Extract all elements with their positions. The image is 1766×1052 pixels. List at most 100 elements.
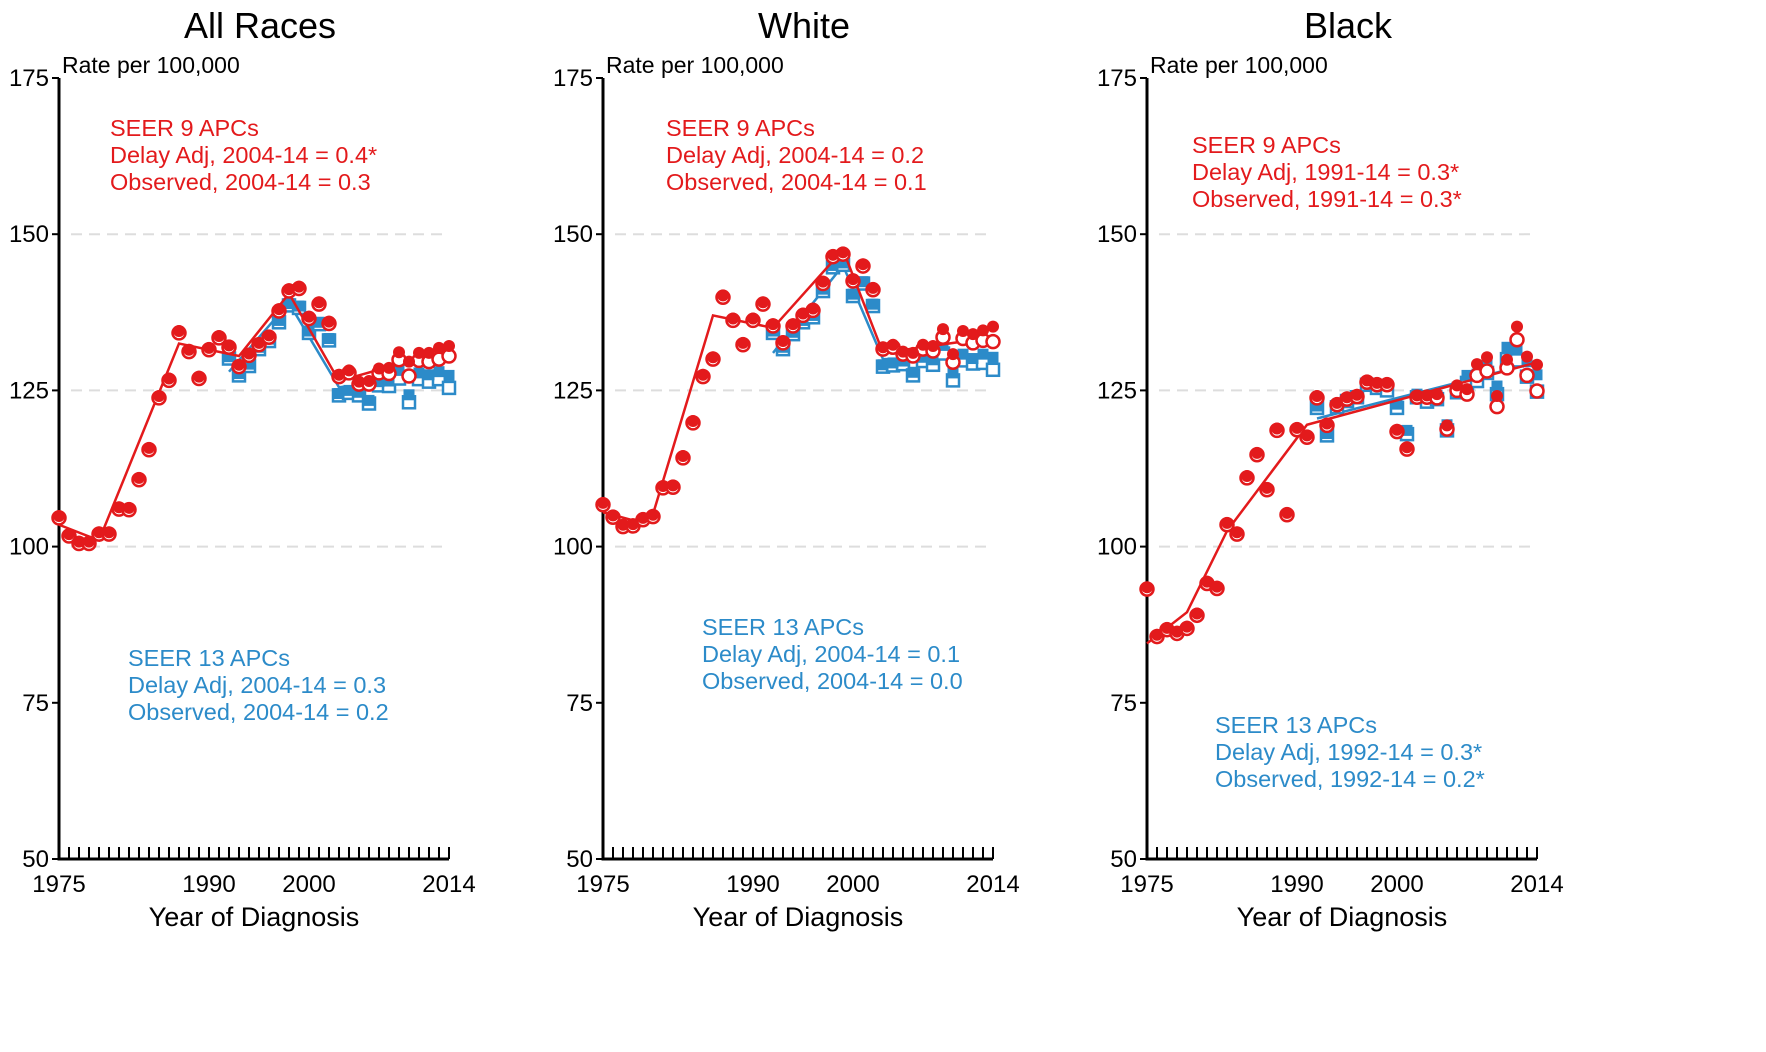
seer13-delay-adj-point <box>243 358 255 370</box>
seer13-delay-adj-point <box>393 364 405 376</box>
seer9-delay-adj-point <box>153 390 165 403</box>
seer9-observed-point <box>1479 363 1495 379</box>
seer13-delay-adj-point <box>1511 343 1523 355</box>
y-tick-label: 150 <box>9 221 49 248</box>
seer9-delay-adj-point <box>183 343 195 356</box>
seer9-delay-adj-point <box>897 345 909 358</box>
seer9-delay-adj-point <box>1451 379 1463 392</box>
seer13-delay-adj-point <box>333 388 345 400</box>
seer9-delay-adj-point <box>173 325 185 338</box>
seer9-delay-adj-point <box>607 509 619 522</box>
seer9-delay-adj-point <box>393 346 405 359</box>
seer9-delay-adj-point <box>1501 353 1513 366</box>
seer13-delay-adj-point <box>1501 341 1513 353</box>
seer13-delay-adj-point <box>423 369 435 381</box>
seer9-delay-adj-point <box>1531 358 1543 371</box>
x-axis-label: Year of Diagnosis <box>1237 902 1448 932</box>
x-tick-label: 1975 <box>1120 871 1173 898</box>
seer9-delay-adj-point <box>767 318 779 331</box>
seer9-delay-adj-point <box>877 341 889 354</box>
seer13-delay-adj-point <box>353 386 365 398</box>
seer9-delay-adj-point <box>73 535 85 548</box>
seer13-delay-adj-point <box>867 298 879 310</box>
seer9-delay-adj-point <box>797 307 809 320</box>
seer9-delay-adj-point <box>1401 441 1413 454</box>
seer9-delay-adj-point <box>1461 383 1473 396</box>
seer9-delay-adj-point <box>967 328 979 341</box>
seer9-delay-adj-point <box>123 501 135 514</box>
seer13-apc-annotation: SEER 13 APCs <box>128 645 290 671</box>
seer9-delay-adj-point <box>143 441 155 454</box>
seer9-delay-adj-point <box>927 340 939 353</box>
seer13-delay-adj-point <box>313 316 325 328</box>
seer9-delay-adj-point <box>867 281 879 294</box>
seer9-delay-adj-point <box>1341 391 1353 404</box>
x-tick-label: 1975 <box>32 871 85 898</box>
seer9-delay-adj-point <box>807 302 819 315</box>
seer9-delay-adj-point <box>907 346 919 359</box>
x-tick-label: 1975 <box>576 871 629 898</box>
seer9-delay-adj-point <box>1421 389 1433 402</box>
seer9-delay-adj-point <box>383 361 395 374</box>
y-tick-label: 50 <box>22 846 49 873</box>
seer13-apc-annotation: Observed, 2004-14 = 0.2 <box>128 699 389 725</box>
seer13-apc-annotation: Delay Adj, 2004-14 = 0.3 <box>128 672 386 698</box>
y-axis-label: Rate per 100,000 <box>62 52 240 78</box>
x-tick-label: 2000 <box>826 871 879 898</box>
seer9-delay-adj-point <box>1431 388 1443 401</box>
seer9-delay-adj-point <box>1161 621 1173 634</box>
seer9-observed-point <box>1519 367 1535 384</box>
seer9-delay-adj-point <box>253 336 265 349</box>
seer9-delay-adj-point <box>283 283 295 296</box>
seer13-delay-adj-point <box>957 348 969 360</box>
seer13-delay-adj-point <box>907 366 919 378</box>
seer13-delay-adj-point <box>1311 400 1323 412</box>
chart-title: All Races <box>184 5 336 46</box>
seer9-delay-adj-point <box>243 347 255 360</box>
x-tick-label: 2014 <box>1510 871 1563 898</box>
seer9-delay-adj-point <box>1411 389 1423 402</box>
seer9-delay-adj-point <box>1151 628 1163 641</box>
y-axis-label: Rate per 100,000 <box>606 52 784 78</box>
seer9-delay-adj-point <box>423 346 435 359</box>
seer9-delay-adj-point <box>1181 620 1193 633</box>
seer9-delay-adj-point <box>917 338 929 351</box>
seer13-delay-adj-point <box>1531 369 1543 381</box>
x-axis-label: Year of Diagnosis <box>149 902 360 932</box>
seer13-delay-adj-point <box>927 354 939 366</box>
seer13-delay-adj-point <box>283 298 295 310</box>
seer9-delay-adj-point <box>727 312 739 325</box>
y-tick-label: 150 <box>553 221 593 248</box>
seer9-delay-adj-point <box>1351 388 1363 401</box>
seer13-delay-adj-point <box>857 276 869 288</box>
seer13-delay-adj-point <box>837 257 849 269</box>
seer13-delay-adj-point <box>987 351 999 363</box>
seer9-delay-adj-point <box>163 372 175 385</box>
seer9-delay-adj-point <box>1191 607 1203 620</box>
seer9-delay-adj-point <box>353 375 365 388</box>
seer13-apc-annotation: Observed, 2004-14 = 0.0 <box>702 668 963 694</box>
seer9-delay-adj-point <box>937 323 949 336</box>
seer9-delay-adj-point <box>987 320 999 333</box>
x-tick-label: 2000 <box>1370 871 1423 898</box>
seer9-delay-adj-point <box>777 335 789 348</box>
seer9-delay-adj-point <box>1291 421 1303 434</box>
seer13-delay-adj-point <box>223 351 235 363</box>
seer9-delay-adj-point <box>313 296 325 309</box>
seer13-delay-adj-point <box>1391 398 1403 410</box>
seer9-delay-adj-point <box>223 339 235 352</box>
seer9-delay-adj-point <box>263 329 275 342</box>
seer13-delay-adj-point <box>917 351 929 363</box>
seer9-delay-adj-point <box>1471 358 1483 371</box>
seer9-observed-point <box>1509 332 1525 348</box>
seer13-apc-annotation: Delay Adj, 1992-14 = 0.3* <box>1215 739 1482 765</box>
y-tick-label: 75 <box>566 690 593 717</box>
seer9-delay-adj-point <box>113 501 125 514</box>
seer9-delay-adj-point <box>1201 575 1213 588</box>
seer13-delay-adj-point <box>403 389 415 401</box>
seer9-delay-adj-point <box>857 258 869 271</box>
seer9-delay-adj-point <box>203 341 215 354</box>
seer13-apc-annotation: Observed, 1992-14 = 0.2* <box>1215 766 1485 792</box>
seer9-observed-point <box>1529 383 1545 399</box>
seer9-delay-adj-point <box>1171 625 1183 638</box>
